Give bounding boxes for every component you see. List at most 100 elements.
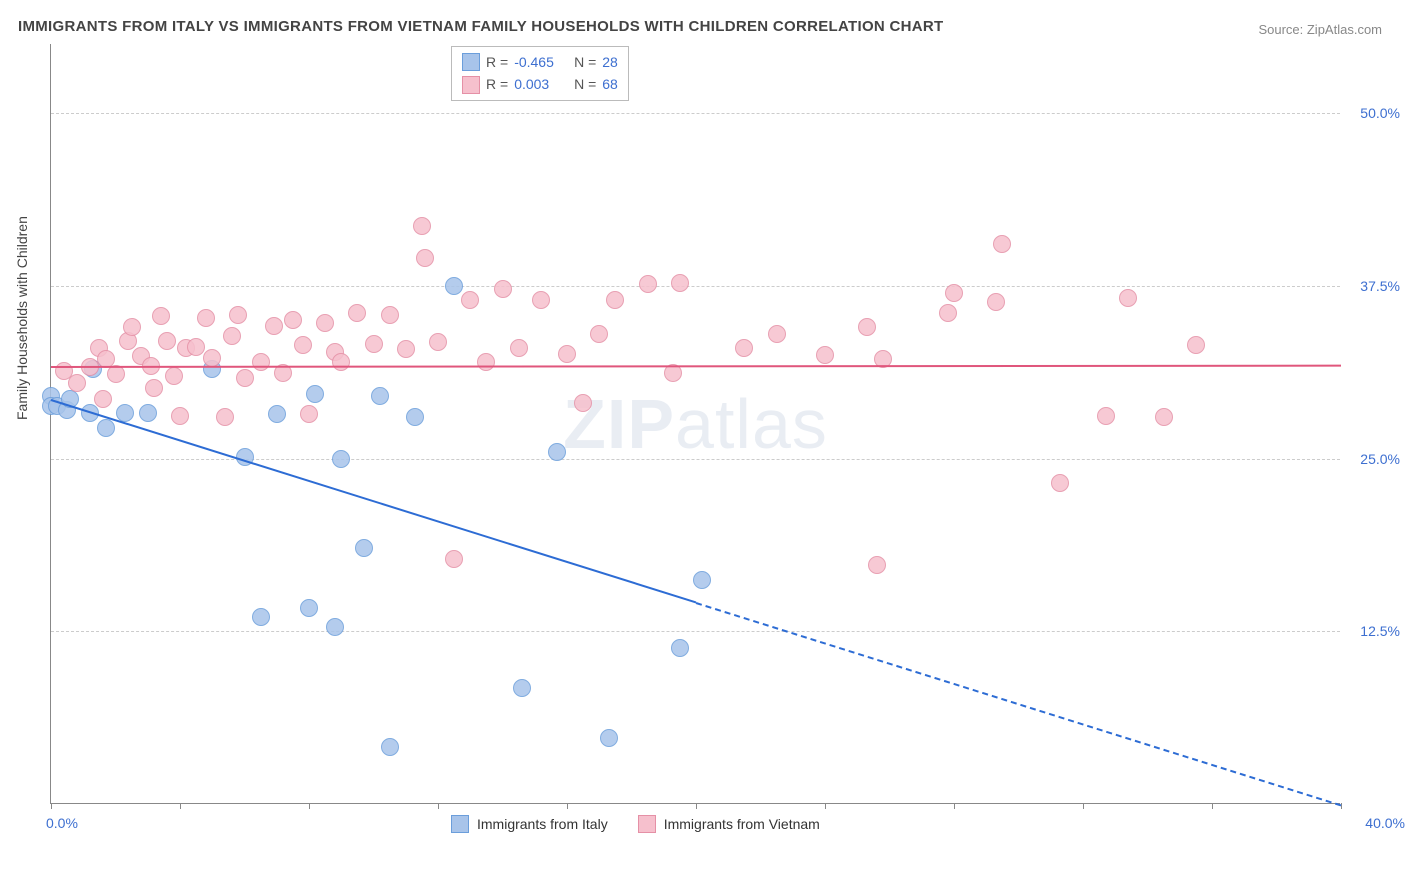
data-point	[371, 387, 389, 405]
data-point	[693, 571, 711, 589]
data-point	[558, 345, 576, 363]
y-tick-label: 37.5%	[1360, 278, 1400, 294]
swatch-italy-icon	[451, 815, 469, 833]
gridline	[51, 631, 1340, 632]
data-point	[332, 353, 350, 371]
swatch-italy	[462, 53, 480, 71]
data-point	[945, 284, 963, 302]
legend-item-vietnam: Immigrants from Vietnam	[638, 815, 820, 833]
data-point	[300, 599, 318, 617]
data-point	[993, 235, 1011, 253]
data-point	[152, 307, 170, 325]
r-value-vietnam: 0.003	[514, 73, 564, 95]
n-value-italy: 28	[602, 51, 618, 73]
legend-label-italy: Immigrants from Italy	[477, 816, 608, 832]
data-point	[461, 291, 479, 309]
y-tick-label: 12.5%	[1360, 623, 1400, 639]
data-point	[68, 374, 86, 392]
data-point	[229, 306, 247, 324]
x-tick	[1212, 803, 1213, 809]
trend-line	[696, 602, 1342, 807]
gridline	[51, 286, 1340, 287]
data-point	[574, 394, 592, 412]
legend-row-italy: R = -0.465 N = 28	[462, 51, 618, 73]
data-point	[735, 339, 753, 357]
data-point	[671, 639, 689, 657]
data-point	[939, 304, 957, 322]
data-point	[590, 325, 608, 343]
r-value-italy: -0.465	[514, 51, 564, 73]
y-tick-label: 25.0%	[1360, 451, 1400, 467]
x-tick	[51, 803, 52, 809]
data-point	[1097, 407, 1115, 425]
data-point	[600, 729, 618, 747]
data-point	[332, 450, 350, 468]
data-point	[326, 618, 344, 636]
data-point	[513, 679, 531, 697]
data-point	[197, 309, 215, 327]
data-point	[97, 419, 115, 437]
x-tick-label-max: 40.0%	[1365, 815, 1405, 831]
data-point	[1119, 289, 1137, 307]
data-point	[816, 346, 834, 364]
data-point	[348, 304, 366, 322]
data-point	[265, 317, 283, 335]
data-point	[158, 332, 176, 350]
data-point	[365, 335, 383, 353]
data-point	[445, 550, 463, 568]
x-tick	[954, 803, 955, 809]
swatch-vietnam	[462, 76, 480, 94]
data-point	[139, 404, 157, 422]
data-point	[416, 249, 434, 267]
n-value-vietnam: 68	[602, 73, 618, 95]
x-tick	[696, 803, 697, 809]
source-attribution: Source: ZipAtlas.com	[1258, 22, 1382, 37]
data-point	[284, 311, 302, 329]
data-point	[203, 349, 221, 367]
x-tick	[309, 803, 310, 809]
data-point	[548, 443, 566, 461]
data-point	[381, 306, 399, 324]
data-point	[187, 338, 205, 356]
data-point	[510, 339, 528, 357]
data-point	[236, 369, 254, 387]
data-point	[858, 318, 876, 336]
data-point	[768, 325, 786, 343]
data-point	[306, 385, 324, 403]
data-point	[355, 539, 373, 557]
x-tick	[567, 803, 568, 809]
data-point	[252, 608, 270, 626]
data-point	[477, 353, 495, 371]
data-point	[406, 408, 424, 426]
x-tick	[1083, 803, 1084, 809]
data-point	[145, 379, 163, 397]
y-tick-label: 50.0%	[1360, 105, 1400, 121]
x-tick	[180, 803, 181, 809]
y-axis-label: Family Households with Children	[14, 216, 30, 420]
scatter-plot-area: ZIPatlas R = -0.465 N = 28 R = 0.003 N =…	[50, 44, 1340, 804]
data-point	[429, 333, 447, 351]
data-point	[123, 318, 141, 336]
data-point	[494, 280, 512, 298]
x-tick-label-min: 0.0%	[46, 815, 78, 831]
series-legend: Immigrants from Italy Immigrants from Vi…	[451, 815, 820, 833]
data-point	[252, 353, 270, 371]
trend-line	[51, 365, 1341, 369]
page-title: IMMIGRANTS FROM ITALY VS IMMIGRANTS FROM…	[18, 18, 944, 35]
data-point	[413, 217, 431, 235]
data-point	[300, 405, 318, 423]
swatch-vietnam-icon	[638, 815, 656, 833]
data-point	[445, 277, 463, 295]
data-point	[216, 408, 234, 426]
data-point	[165, 367, 183, 385]
trend-line	[51, 399, 697, 604]
legend-item-italy: Immigrants from Italy	[451, 815, 608, 833]
x-tick	[825, 803, 826, 809]
data-point	[171, 407, 189, 425]
data-point	[868, 556, 886, 574]
data-point	[1051, 474, 1069, 492]
data-point	[397, 340, 415, 358]
data-point	[94, 390, 112, 408]
legend-row-vietnam: R = 0.003 N = 68	[462, 73, 618, 95]
x-tick	[438, 803, 439, 809]
